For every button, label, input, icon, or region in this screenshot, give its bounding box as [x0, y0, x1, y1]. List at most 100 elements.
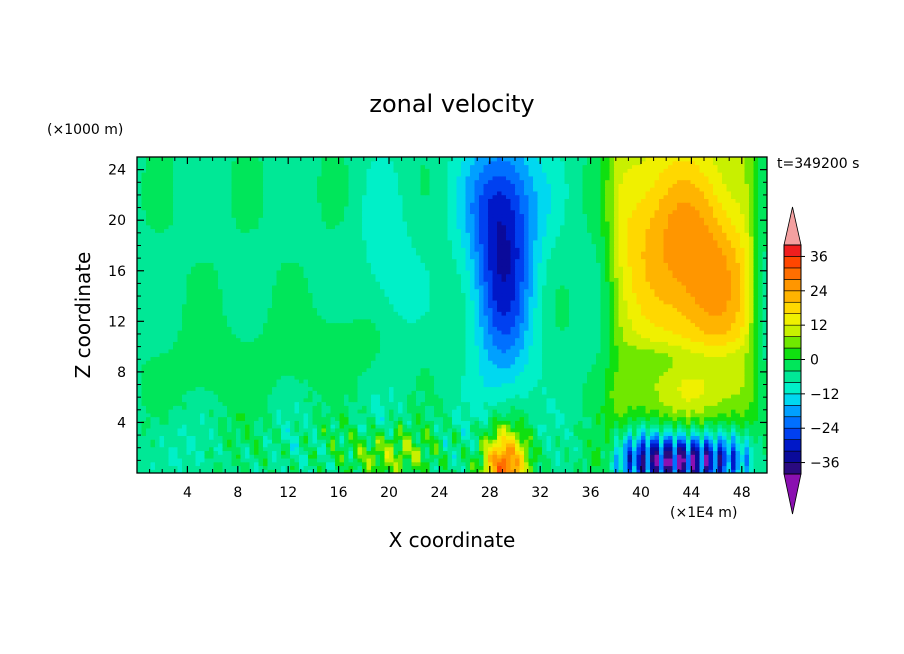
- field-cell: [614, 378, 620, 384]
- field-cell: [173, 352, 179, 357]
- field-cell: [551, 348, 557, 354]
- field-cell: [447, 345, 453, 350]
- field-cell: [618, 461, 624, 467]
- field-cell: [641, 341, 647, 346]
- field-cell: [371, 356, 377, 361]
- field-cell: [672, 465, 678, 470]
- field-cell: [326, 394, 332, 399]
- field-cell: [227, 401, 233, 406]
- field-cell: [740, 363, 746, 369]
- field-cell: [420, 469, 426, 473]
- field-cell: [416, 341, 422, 346]
- field-cell: [155, 371, 161, 376]
- field-cell: [245, 431, 251, 436]
- field-cell: [366, 435, 372, 440]
- field-cell: [483, 435, 489, 440]
- field-cell: [155, 394, 161, 399]
- field-cell: [740, 431, 746, 436]
- field-cell: [209, 337, 215, 342]
- field-cell: [762, 409, 767, 414]
- field-cell: [263, 431, 269, 436]
- field-cell: [155, 420, 161, 425]
- field-cell: [677, 394, 683, 399]
- field-cell: [168, 382, 174, 388]
- field-cell: [582, 356, 588, 361]
- field-cell: [447, 427, 453, 433]
- field-cell: [560, 439, 566, 444]
- field-cell: [663, 446, 669, 452]
- field-cell: [533, 424, 539, 429]
- field-cell: [429, 375, 435, 380]
- field-cell: [501, 401, 507, 406]
- field-cell: [290, 367, 296, 373]
- field-cell: [573, 394, 579, 399]
- field-cell: [488, 431, 494, 436]
- field-cell: [488, 420, 494, 425]
- field-cell: [537, 352, 543, 357]
- field-cell: [137, 409, 143, 414]
- field-cell: [510, 420, 516, 425]
- field-cell: [578, 420, 584, 425]
- field-cell: [708, 431, 714, 436]
- field-cell: [560, 427, 566, 433]
- field-cell: [168, 363, 174, 369]
- field-cell: [456, 345, 462, 350]
- field-cell: [555, 446, 561, 452]
- field-cell: [654, 420, 660, 425]
- field-cell: [452, 401, 458, 406]
- field-cell: [290, 465, 296, 470]
- field-cell: [515, 420, 521, 425]
- field-cell: [722, 412, 728, 418]
- field-cell: [195, 469, 201, 473]
- field-cell: [353, 450, 359, 455]
- field-cell: [717, 371, 723, 376]
- field-cell: [452, 450, 458, 455]
- field-cell: [744, 409, 750, 414]
- field-cell: [578, 360, 584, 365]
- field-cell: [182, 341, 188, 346]
- field-cell: [330, 457, 336, 463]
- field-cell: [209, 390, 215, 395]
- field-cell: [330, 394, 336, 399]
- field-cell: [456, 390, 462, 395]
- field-cell: [186, 371, 192, 376]
- field-cell: [407, 416, 413, 421]
- field-cell: [749, 435, 755, 440]
- field-cell: [627, 461, 633, 467]
- field-cell: [731, 454, 737, 459]
- field-cell: [357, 409, 363, 414]
- field-cell: [663, 356, 669, 361]
- field-cell: [240, 435, 246, 440]
- field-cell: [137, 352, 143, 357]
- field-cell: [708, 461, 714, 467]
- field-cell: [686, 394, 692, 399]
- field-cell: [546, 371, 552, 376]
- field-cell: [321, 378, 327, 384]
- field-cell: [686, 360, 692, 365]
- field-cell: [281, 390, 287, 395]
- field-cell: [461, 348, 467, 354]
- field-cell: [519, 424, 525, 429]
- field-cell: [708, 405, 714, 410]
- field-cell: [375, 439, 381, 444]
- field-cell: [443, 465, 449, 470]
- field-cell: [650, 371, 656, 376]
- field-cell: [146, 394, 152, 399]
- field-cell: [645, 427, 651, 433]
- field-cell: [353, 348, 359, 354]
- field-cell: [272, 469, 278, 473]
- field-cell: [344, 352, 350, 357]
- field-cell: [416, 397, 422, 403]
- field-cell: [344, 345, 350, 350]
- field-cell: [290, 442, 296, 448]
- field-cell: [348, 461, 354, 467]
- field-cell: [362, 401, 368, 406]
- field-cell: [519, 420, 525, 425]
- field-cell: [627, 450, 633, 455]
- field-cell: [483, 461, 489, 467]
- field-cell: [578, 427, 584, 433]
- field-cell: [344, 442, 350, 448]
- field-cell: [326, 454, 332, 459]
- field-cell: [240, 409, 246, 414]
- field-cell: [650, 446, 656, 452]
